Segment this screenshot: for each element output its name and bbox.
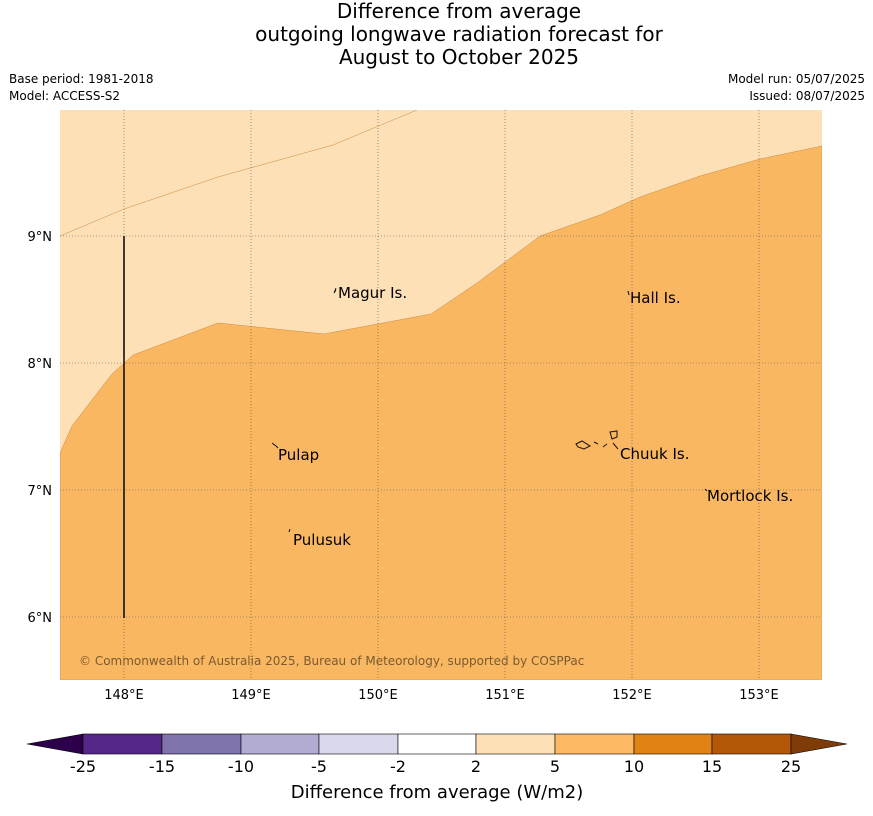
pulusuk-island-mark [288,528,291,533]
lon-tick-149e: 149°E [231,688,271,703]
lat-tick-8n: 8°N [28,357,53,372]
lon-tick-152e: 152°E [612,688,652,703]
lon-tick-148e: 148°E [104,688,144,703]
meta-right: Model run: 05/07/2025 Issued: 08/07/2025 [728,71,865,105]
colorbar: -25 -15 -10 -5 -2 2 5 10 15 25 Differenc… [26,733,848,803]
chuuk-islands-mark [575,430,619,450]
lon-tick-151e: 151°E [485,688,525,703]
colorbar-tick-6: 2 [471,757,481,776]
colorbar-tick-3: -10 [228,757,254,776]
lon-tick-153e: 153°E [739,688,779,703]
map-area: Magur Is. Hall Is. Pulap Chuuk Is. Mortl… [60,110,822,680]
model-text: Model: ACCESS-S2 [9,89,121,103]
place-label-chuuk: Chuuk Is. [620,445,689,463]
colorbar-extend-high [790,733,848,755]
colorbar-tick-10: 25 [781,757,801,776]
colorbar-segment-2 [161,733,242,755]
upper-contour-line [60,110,418,237]
lat-tick-labels: 9°N 8°N 7°N 6°N [28,230,53,626]
map-title: Difference from average outgoing longwav… [0,0,873,69]
colorbar-tick-7: 5 [550,757,560,776]
colorbar-tick-1: -25 [70,757,96,776]
copyright-text: © Commonwealth of Australia 2025, Bureau… [79,654,584,668]
hall-island-mark [627,290,630,296]
colorbar-segment-9 [711,733,792,755]
colorbar-ticks: -25 -15 -10 -5 -2 2 5 10 15 25 [70,757,801,776]
place-label-pulusuk: Pulusuk [293,531,351,549]
lat-tick-7n: 7°N [28,484,53,499]
mortlock-island-mark [704,488,708,492]
title-line-3: August to October 2025 [338,45,580,69]
lat-tick-9n: 9°N [28,230,53,245]
model-run-text: Model run: 05/07/2025 [727,72,865,86]
colorbar-tick-9: 15 [702,757,722,776]
colorbar-label: Difference from average (W/m2) [291,782,583,803]
colorbar-segment-6 [475,733,556,755]
lat-tick-6n: 6°N [28,611,53,626]
place-label-mortlock: Mortlock Is. [707,487,793,505]
colorbar-segment-8 [633,733,713,755]
title-line-1: Difference from average [336,0,582,23]
colorbar-tick-5: -2 [390,757,406,776]
colorbar-tick-2: -15 [149,757,175,776]
anomaly-band-5-10 [60,145,822,680]
colorbar-extend-low [26,733,84,755]
place-label-hall: Hall Is. [630,289,681,307]
base-period-text: Base period: 1981-2018 [9,72,154,86]
place-label-pulap: Pulap [278,446,319,464]
pulap-island-mark [271,442,279,449]
colorbar-segment-3 [240,733,320,755]
lon-tick-labels: 148°E 149°E 150°E 151°E 152°E 153°E [104,688,779,703]
lon-tick-150e: 150°E [358,688,398,703]
colorbar-segment-1 [82,733,163,755]
colorbar-tick-8: 10 [624,757,644,776]
colorbar-segment-5 [397,733,477,755]
colorbar-tick-4: -5 [311,757,327,776]
title-line-2: outgoing longwave radiation forecast for [255,22,663,46]
issued-text: Issued: 08/07/2025 [749,89,865,103]
colorbar-segment-4 [318,733,399,755]
place-label-magur: Magur Is. [338,284,407,302]
island-outlines [271,287,708,533]
meta-left: Base period: 1981-2018 Model: ACCESS-S2 [9,71,154,105]
colorbar-segment-7 [554,733,635,755]
magur-island-mark [333,287,337,294]
